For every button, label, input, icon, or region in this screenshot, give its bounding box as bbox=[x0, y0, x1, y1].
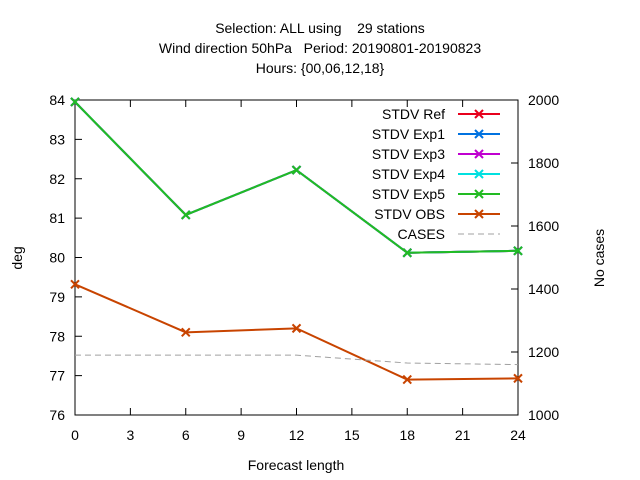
y2-axis-label: No cases bbox=[591, 229, 607, 287]
series-stdv-exp5 bbox=[70, 97, 523, 258]
chart-title-line-1: Selection: ALL using 29 stations bbox=[215, 20, 425, 36]
series-stdv-exp1 bbox=[70, 97, 523, 258]
plot-frame bbox=[74, 99, 519, 416]
series-line bbox=[74, 101, 519, 254]
legend-label: STDV Exp5 bbox=[372, 186, 445, 202]
x-tick-label: 3 bbox=[126, 427, 134, 443]
series-line bbox=[74, 101, 519, 254]
legend-marker bbox=[474, 169, 484, 179]
axes bbox=[74, 99, 519, 416]
y2-tick-label: 1800 bbox=[528, 155, 559, 171]
series-line bbox=[75, 354, 519, 366]
y-tick-label: 80 bbox=[49, 250, 65, 266]
y-tick-label: 81 bbox=[49, 210, 65, 226]
y-tick-label: 83 bbox=[49, 131, 65, 147]
series-stdv-exp3 bbox=[70, 97, 523, 258]
legend-label: STDV Ref bbox=[382, 106, 445, 122]
series-line bbox=[74, 283, 519, 381]
data-point bbox=[181, 327, 191, 338]
x-tick-label: 9 bbox=[237, 427, 245, 443]
series-line bbox=[74, 101, 519, 254]
series-stdv-obs bbox=[70, 279, 523, 385]
y-tick-label: 77 bbox=[49, 368, 65, 384]
legend-marker bbox=[474, 189, 484, 199]
y-axis-label: deg bbox=[9, 246, 25, 269]
data-point bbox=[513, 246, 523, 256]
y-tick-label: 78 bbox=[49, 328, 65, 344]
x-tick-label: 24 bbox=[510, 427, 526, 443]
y2-tick-label: 1000 bbox=[528, 407, 559, 423]
data-point bbox=[70, 97, 80, 107]
chart-title-line-3: Hours: {00,06,12,18} bbox=[255, 60, 385, 76]
data-point bbox=[402, 248, 412, 258]
data-point bbox=[181, 210, 191, 220]
legend: STDV Ref STDV Exp1 STDV Exp3 STDV Exp4 STDV … bbox=[372, 106, 500, 242]
x-tick-label: 15 bbox=[344, 427, 360, 443]
x-axis-label: Forecast length bbox=[248, 457, 345, 473]
y2-tick-label: 2000 bbox=[528, 92, 559, 108]
legend-label: STDV Exp4 bbox=[372, 166, 445, 182]
series-line bbox=[74, 101, 519, 254]
series-stdv-ref bbox=[70, 97, 523, 258]
series-stdv-exp4 bbox=[70, 97, 523, 258]
y2-tick-label: 1600 bbox=[528, 218, 559, 234]
legend-label: STDV Exp3 bbox=[372, 146, 445, 162]
y-tick-label: 82 bbox=[49, 171, 65, 187]
data-point bbox=[291, 323, 302, 334]
tick-labels: 0 3 6 9 12 15 18 21 24 76 77 78 79 80 81 82 83 84 1000 1200… bbox=[49, 92, 559, 443]
x-tick-label: 6 bbox=[182, 427, 190, 443]
y-tick-label: 76 bbox=[49, 407, 65, 423]
legend-label: CASES bbox=[398, 226, 445, 242]
x-tick-label: 21 bbox=[455, 427, 471, 443]
y2-tick-label: 1200 bbox=[528, 344, 559, 360]
x-tick-label: 0 bbox=[71, 427, 79, 443]
chart-title-line-2: Wind direction 50hPa Period: 20190801-20… bbox=[158, 40, 482, 56]
data-point bbox=[402, 374, 412, 385]
legend-marker bbox=[474, 129, 484, 139]
legend-label: STDV Exp1 bbox=[372, 126, 445, 142]
series-lines bbox=[70, 97, 523, 385]
series-cases bbox=[75, 354, 519, 366]
y-tick-label: 79 bbox=[49, 289, 65, 305]
series-line bbox=[74, 101, 519, 254]
data-point bbox=[70, 279, 80, 289]
y2-tick-label: 1400 bbox=[528, 281, 559, 297]
legend-marker bbox=[474, 149, 484, 159]
x-tick-label: 18 bbox=[399, 427, 415, 443]
legend-marker bbox=[474, 109, 484, 119]
legend-marker bbox=[474, 209, 484, 219]
legend-label: STDV OBS bbox=[374, 206, 445, 222]
x-tick-label: 12 bbox=[289, 427, 305, 443]
y-tick-label: 84 bbox=[49, 92, 65, 108]
data-point bbox=[291, 165, 302, 175]
data-point bbox=[513, 373, 523, 384]
